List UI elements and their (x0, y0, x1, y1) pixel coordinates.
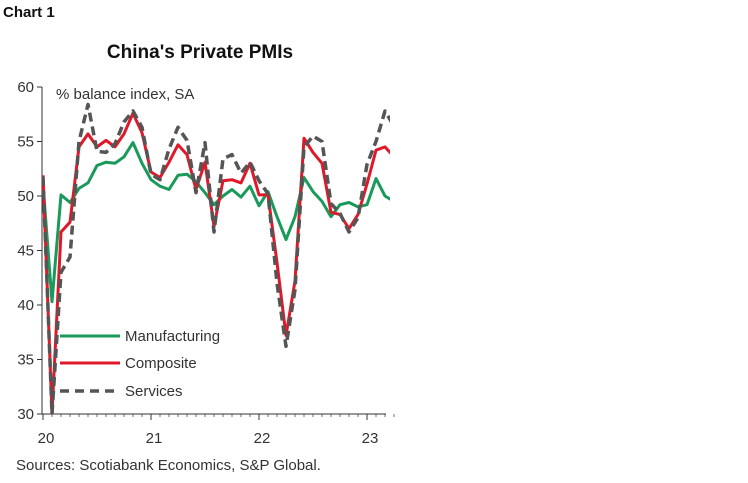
series-line-composite (42, 111, 390, 414)
y-tick-label: 40 (17, 297, 34, 314)
chart-number: Chart 1 (3, 4, 55, 21)
y-tick-label: 45 (17, 243, 34, 260)
chart-title: China's Private PMIs (106, 42, 294, 63)
x-tick-label: 20 (38, 430, 55, 447)
legend-label-manufacturing: Manufacturing (125, 328, 220, 345)
y-tick-label: 50 (17, 188, 34, 205)
legend-label-composite: Composite (125, 355, 197, 372)
x-tick-label: 22 (254, 430, 271, 447)
legend: Manufacturing Composite Services (60, 328, 220, 400)
series-lines (42, 102, 390, 414)
x-tick-label: 21 (146, 430, 163, 447)
y-tick-label: 35 (17, 352, 34, 369)
y-tick-label: 60 (17, 79, 34, 96)
y-tick-label: 30 (17, 406, 34, 423)
legend-label-services: Services (125, 383, 183, 400)
x-tick-label: 23 (362, 430, 379, 447)
series-line-manufacturing (42, 141, 390, 304)
source-note: Sources: Scotiabank Economics, S&P Globa… (16, 457, 321, 474)
series-line-services (42, 102, 390, 414)
y-axis-label: % balance index, SA (56, 86, 195, 103)
axes: 30 35 40 45 50 55 60 20 21 22 23 (17, 79, 395, 447)
y-tick-label: 55 (17, 134, 34, 151)
